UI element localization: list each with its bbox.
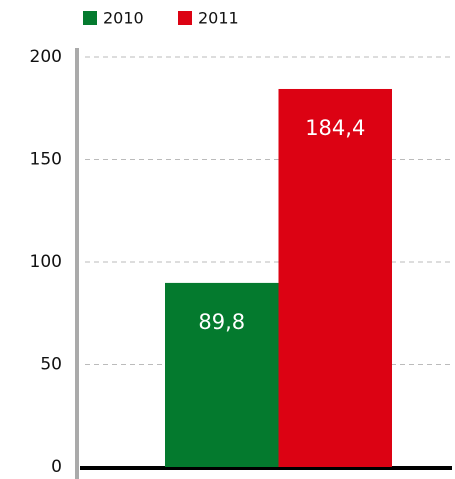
- legend-swatch: [178, 11, 192, 25]
- y-tick-label: 50: [40, 355, 62, 375]
- y-tick-label: 0: [51, 457, 62, 477]
- value-label: 89,8: [198, 310, 245, 334]
- y-axis: [75, 48, 79, 479]
- legend-label: 2010: [103, 9, 144, 28]
- value-label: 184,4: [305, 116, 365, 140]
- y-tick-label: 150: [30, 150, 62, 170]
- y-tick-label: 200: [30, 47, 62, 67]
- legend-swatch: [83, 11, 97, 25]
- y-tick-label: 100: [30, 252, 62, 272]
- bar: [278, 88, 392, 467]
- baseline: [80, 466, 452, 470]
- legend-label: 2011: [198, 9, 239, 28]
- bar: [165, 282, 279, 467]
